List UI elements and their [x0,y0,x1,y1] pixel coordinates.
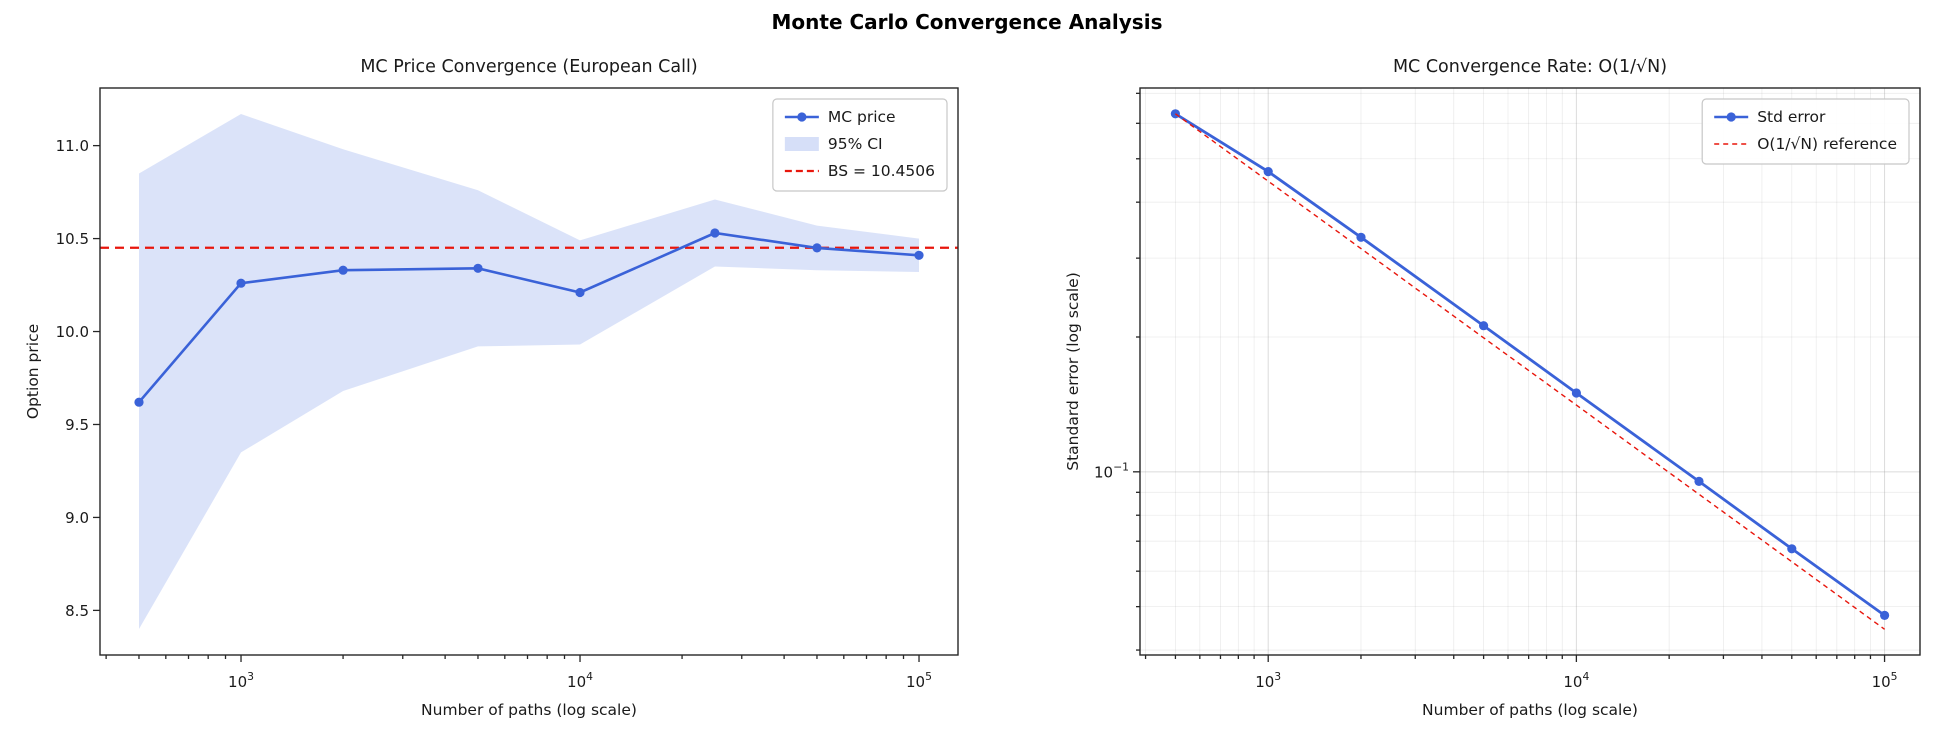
legend-box [772,98,948,192]
tick-label: 105 [1872,670,1898,691]
tick-label: 105 [906,670,932,691]
series-0-marker [473,263,483,273]
tick-label: 103 [228,670,254,691]
series-0-marker [1479,321,1489,331]
series-0-line [1174,112,1886,617]
tick-label: 103 [1255,670,1281,691]
series-0-line [138,231,920,404]
axes-frame [99,87,959,656]
tick-label: 104 [567,670,593,691]
mc-price-convergence-chart-root: 103 104 105 8.5 9.0 9.5 10.0 10.5 11.0 MC Price C… [24,57,959,719]
series-0-marker [1356,232,1366,242]
legend-marker-dot [1726,112,1736,122]
tick-label: 9.0 [65,509,89,527]
legend: MC price 95% CI BS = 10.4506 [772,98,948,192]
series-0-marker [236,278,246,288]
figure-title: Monte Carlo Convergence Analysis [771,10,1163,34]
mc-price-convergence-chart: 103 104 105 8.5 9.0 9.5 10.0 10.5 11.0 MC Price C… [24,57,959,719]
series-1-line [1174,113,1886,630]
tick-label: 8.5 [65,602,89,620]
tick-labels: 103 104 105 10−1 [1094,460,1898,691]
ticks [1133,92,1886,662]
legend-box [1701,98,1910,165]
tick-label: 10.0 [56,323,89,341]
confidence-band [139,114,919,629]
legend-patch-swatch [784,137,819,151]
y-axis-label: Option price [24,324,42,419]
tick-label: 10−1 [1094,460,1129,481]
tick-label: 9.5 [65,416,89,434]
x-axis-label: Number of paths (log scale) [421,701,637,719]
series-0-marker [1571,388,1581,398]
legend-label: BS = 10.4506 [828,162,935,180]
series-0-marker [914,250,924,260]
tick-label: 10.5 [56,230,89,248]
legend-label: O(1/√N) reference [1757,135,1897,153]
series-0-marker [575,287,585,298]
legend-label: MC price [828,108,896,126]
ticks [93,144,920,662]
series-0-marker [710,228,720,238]
series-0-marker [1880,610,1890,621]
legend-label: Std error [1757,108,1826,126]
tick-label: 11.0 [56,137,89,155]
chart-title: MC Convergence Rate: O(1/√N) [1393,57,1667,77]
legend: Std error O(1/√N) reference [1701,98,1910,165]
grid [1140,88,1920,655]
chart-title: MC Price Convergence (European Call) [360,57,697,77]
series-0-marker [134,397,144,407]
series-0-marker [812,243,822,253]
legend-label: 95% CI [828,135,883,153]
axes-frame [1139,87,1921,656]
series-0-marker [1263,167,1273,177]
tick-label: 104 [1563,670,1589,691]
mc-convergence-rate-chart: 103 104 105 10−1 MC Convergence Rate: O(1/√N… [1064,57,1921,719]
series-0-marker [1694,476,1704,486]
y-axis-label: Standard error (log scale) [1064,272,1082,470]
mc-convergence-rate-chart-root: 103 104 105 10−1 MC Convergence Rate: O(1/√N… [1064,57,1921,719]
x-axis-label: Number of paths (log scale) [1422,701,1638,719]
series-0-marker [338,265,348,275]
legend-marker-dot [797,112,807,122]
series-0-marker [1787,544,1797,554]
